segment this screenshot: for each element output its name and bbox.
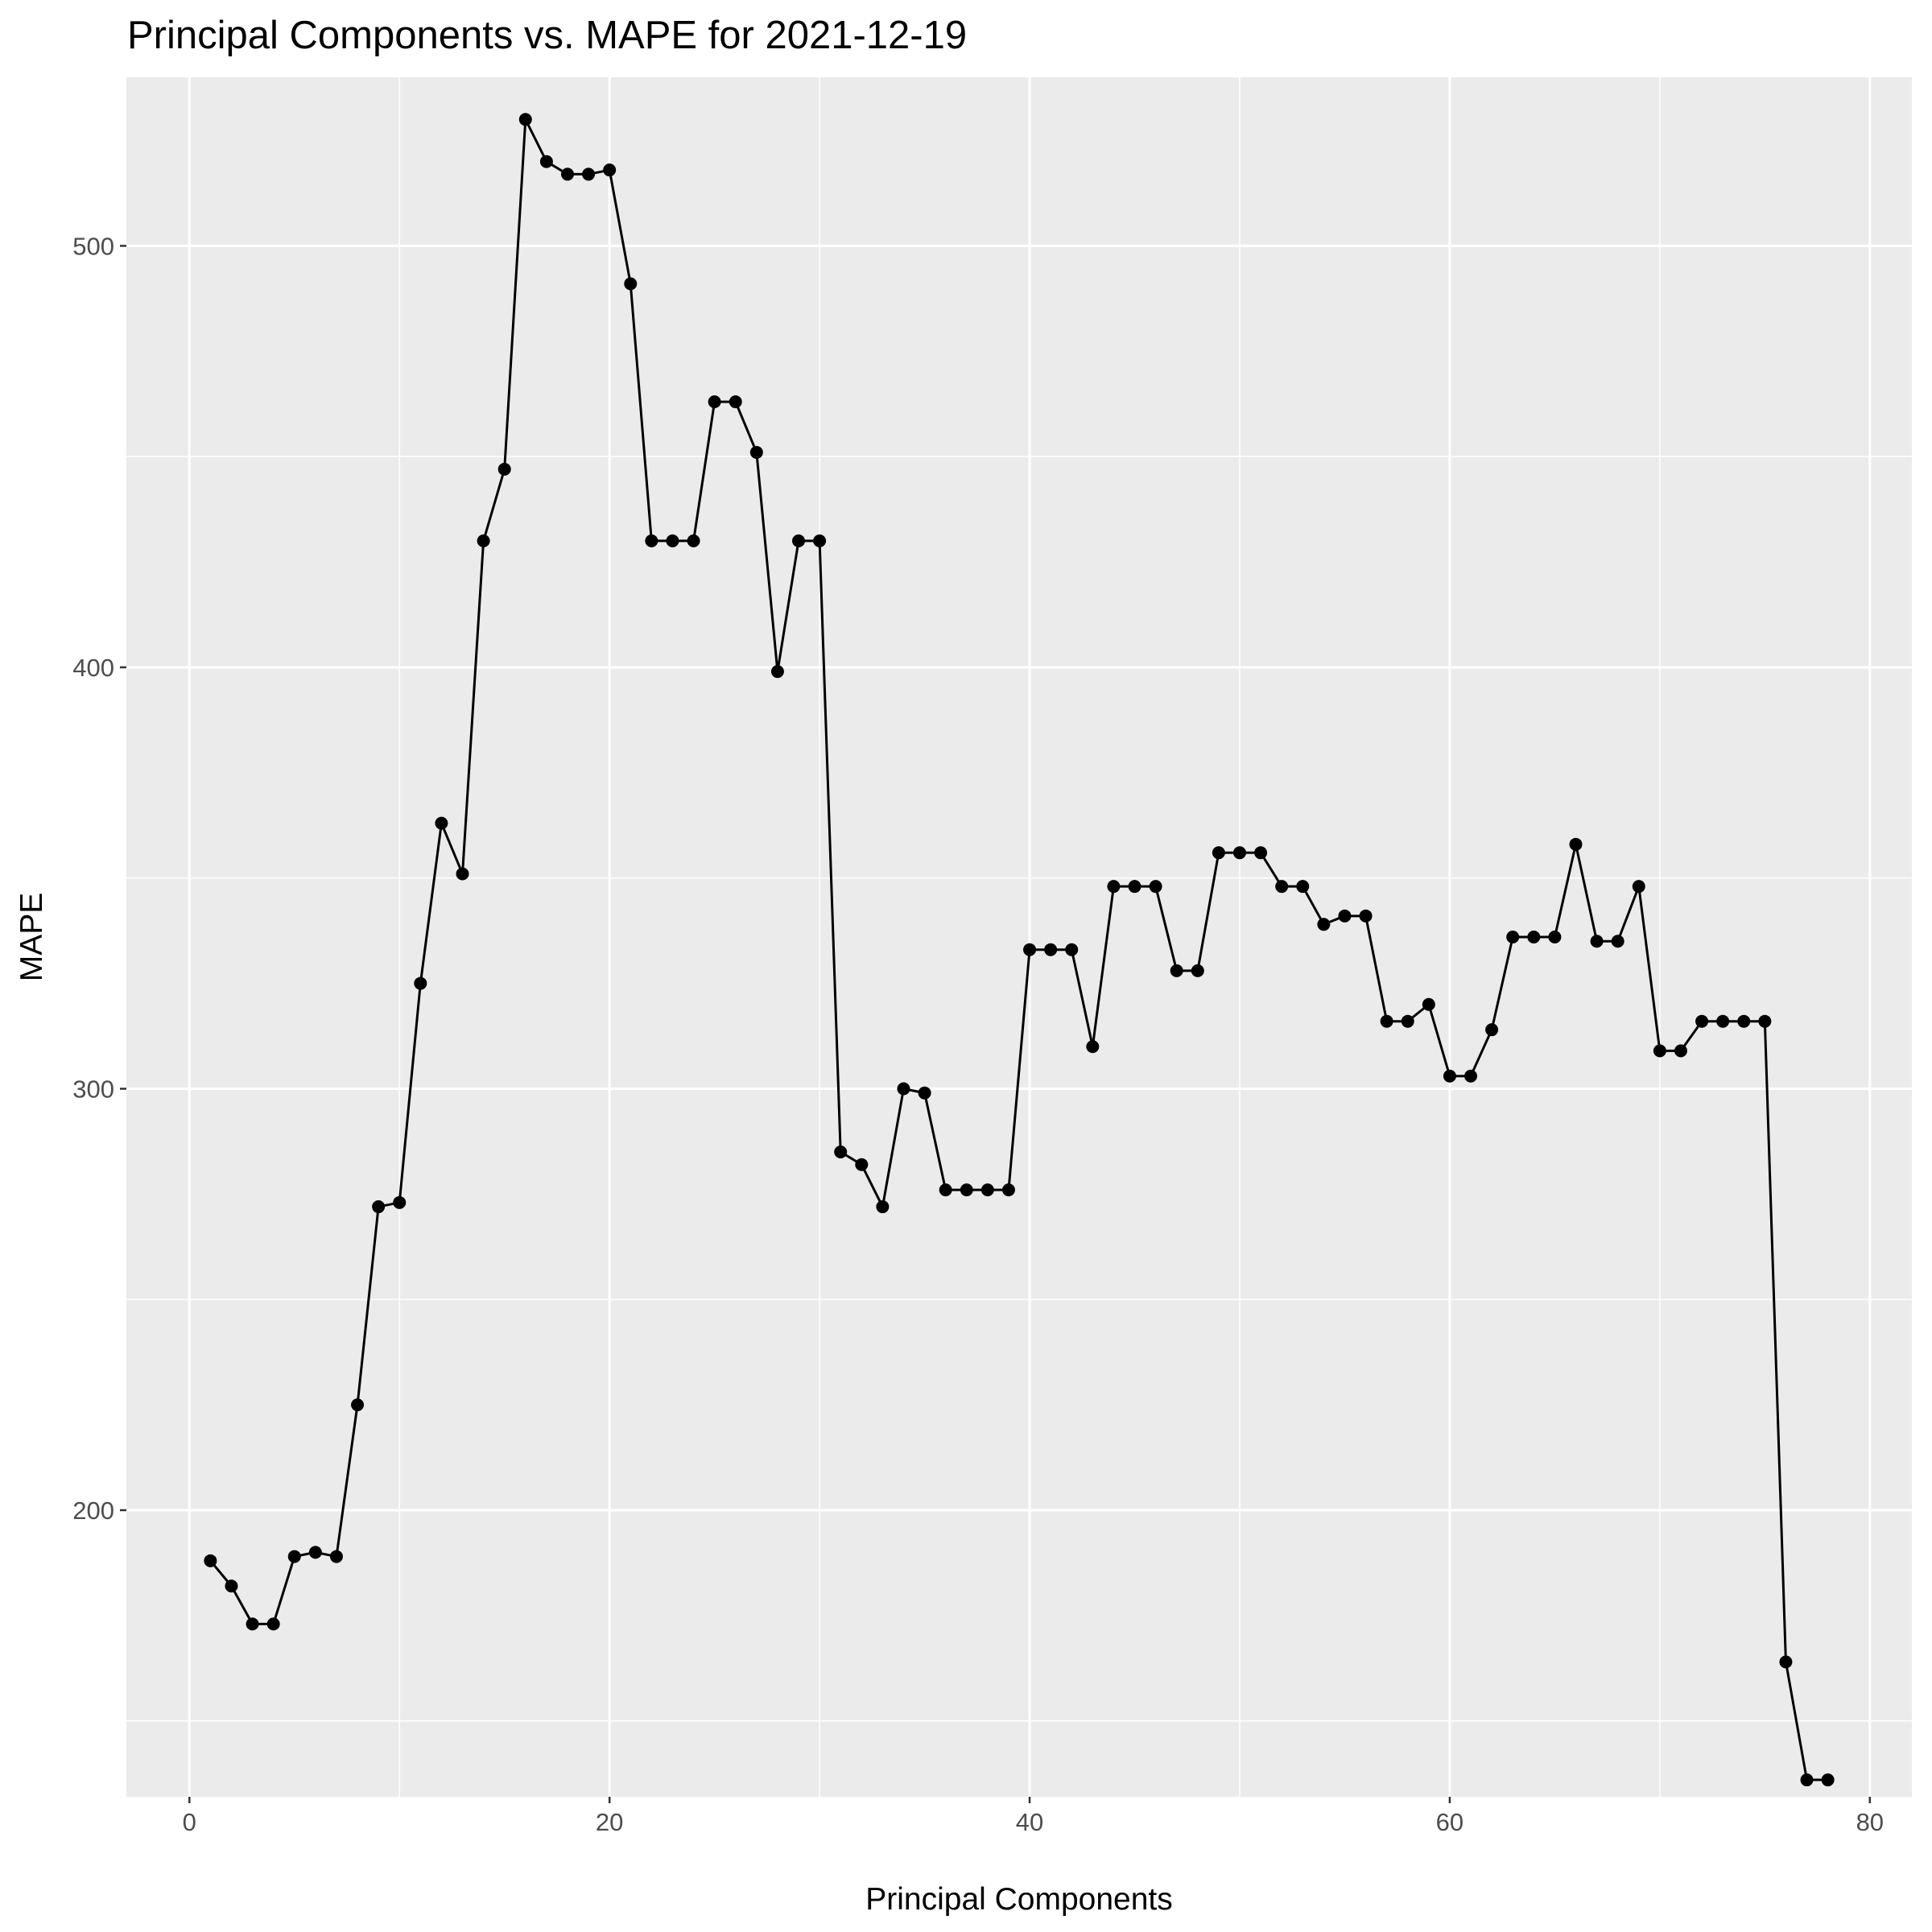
data-point [329,1550,343,1563]
y-axis-title: MAPE [14,893,49,982]
data-point [1275,880,1289,894]
data-point [708,395,721,409]
data-point [518,113,532,126]
series-line [209,118,1828,1781]
data-point [939,1183,952,1197]
data-point [1001,1183,1015,1197]
data-point [1359,909,1373,923]
data-point [1443,1069,1456,1083]
x-tick-label: 60 [1436,1808,1463,1836]
data-point [1590,935,1604,948]
data-point [729,395,742,409]
data-point [393,1195,407,1209]
data-point [1107,880,1121,894]
data-point [1128,880,1141,894]
data-point [308,1546,322,1559]
data-point [266,1617,280,1631]
data-point [1569,837,1583,851]
data-point [1485,1023,1499,1037]
data-point [980,1183,994,1197]
data-point [1044,943,1058,956]
y-tick-label: 300 [72,1075,114,1103]
x-tick-label: 40 [1016,1808,1043,1836]
data-point [1632,880,1645,894]
data-point [1527,931,1541,943]
data-point [372,1200,386,1214]
data-point [225,1579,238,1593]
data-layer [204,113,1835,1787]
x-tick-label: 80 [1856,1808,1884,1836]
data-point [1232,846,1246,860]
data-point [1464,1069,1478,1083]
data-point [539,155,553,168]
data-point [1338,909,1352,923]
data-point [645,534,658,547]
data-point [204,1554,217,1567]
data-point [1611,935,1624,948]
data-point [687,534,700,547]
data-point [1380,1014,1393,1028]
data-point [813,534,827,547]
data-point [1653,1044,1666,1058]
data-point [1422,997,1435,1011]
data-point [918,1086,931,1100]
data-point [1716,1014,1730,1028]
data-point [855,1158,869,1171]
data-point [834,1146,848,1158]
data-point [287,1550,301,1563]
data-point [1254,846,1268,860]
data-point [897,1082,910,1096]
y-axis: 200 300 400 500 [72,232,126,1525]
data-point [1821,1773,1835,1787]
data-point [1506,931,1520,943]
y-tick-label: 200 [72,1496,114,1525]
data-point [1296,880,1310,894]
chart-title: Principal Components vs. MAPE for 2021-1… [127,14,967,57]
data-point [1779,1655,1793,1669]
data-point [792,534,806,547]
data-point [1023,943,1037,956]
data-point [876,1200,890,1214]
data-point [414,976,427,990]
data-point [1086,1040,1100,1054]
data-point [351,1398,365,1412]
data-point [477,534,490,547]
data-point [1317,918,1331,931]
data-point [1149,880,1162,894]
data-point [1695,1014,1709,1028]
data-point [749,445,763,459]
data-point [666,534,679,547]
data-point [497,462,511,476]
y-tick-label: 400 [72,654,114,682]
data-point [435,816,448,830]
data-point [624,277,638,291]
grid-minor [126,77,1912,1797]
data-point [1191,964,1204,977]
data-point [246,1617,259,1631]
data-point [1800,1773,1814,1787]
data-point [603,163,617,177]
data-point [1170,964,1183,977]
data-point [770,665,784,679]
y-tick-label: 500 [72,232,114,260]
data-point [456,867,469,881]
x-tick-label: 20 [596,1808,623,1836]
data-point [1758,1014,1772,1028]
data-point [960,1183,973,1197]
x-tick-label: 0 [183,1808,196,1836]
x-axis-title: Principal Components [865,1882,1173,1917]
x-axis: 0 20 40 60 80 [183,1797,1884,1836]
data-point [1737,1014,1751,1028]
grid-major [126,77,1912,1797]
data-point [560,167,574,181]
data-point [582,167,596,181]
data-point [1548,931,1562,943]
data-point [1674,1044,1687,1058]
data-point [1401,1014,1414,1028]
data-point [1065,943,1079,956]
data-point [1212,846,1225,860]
